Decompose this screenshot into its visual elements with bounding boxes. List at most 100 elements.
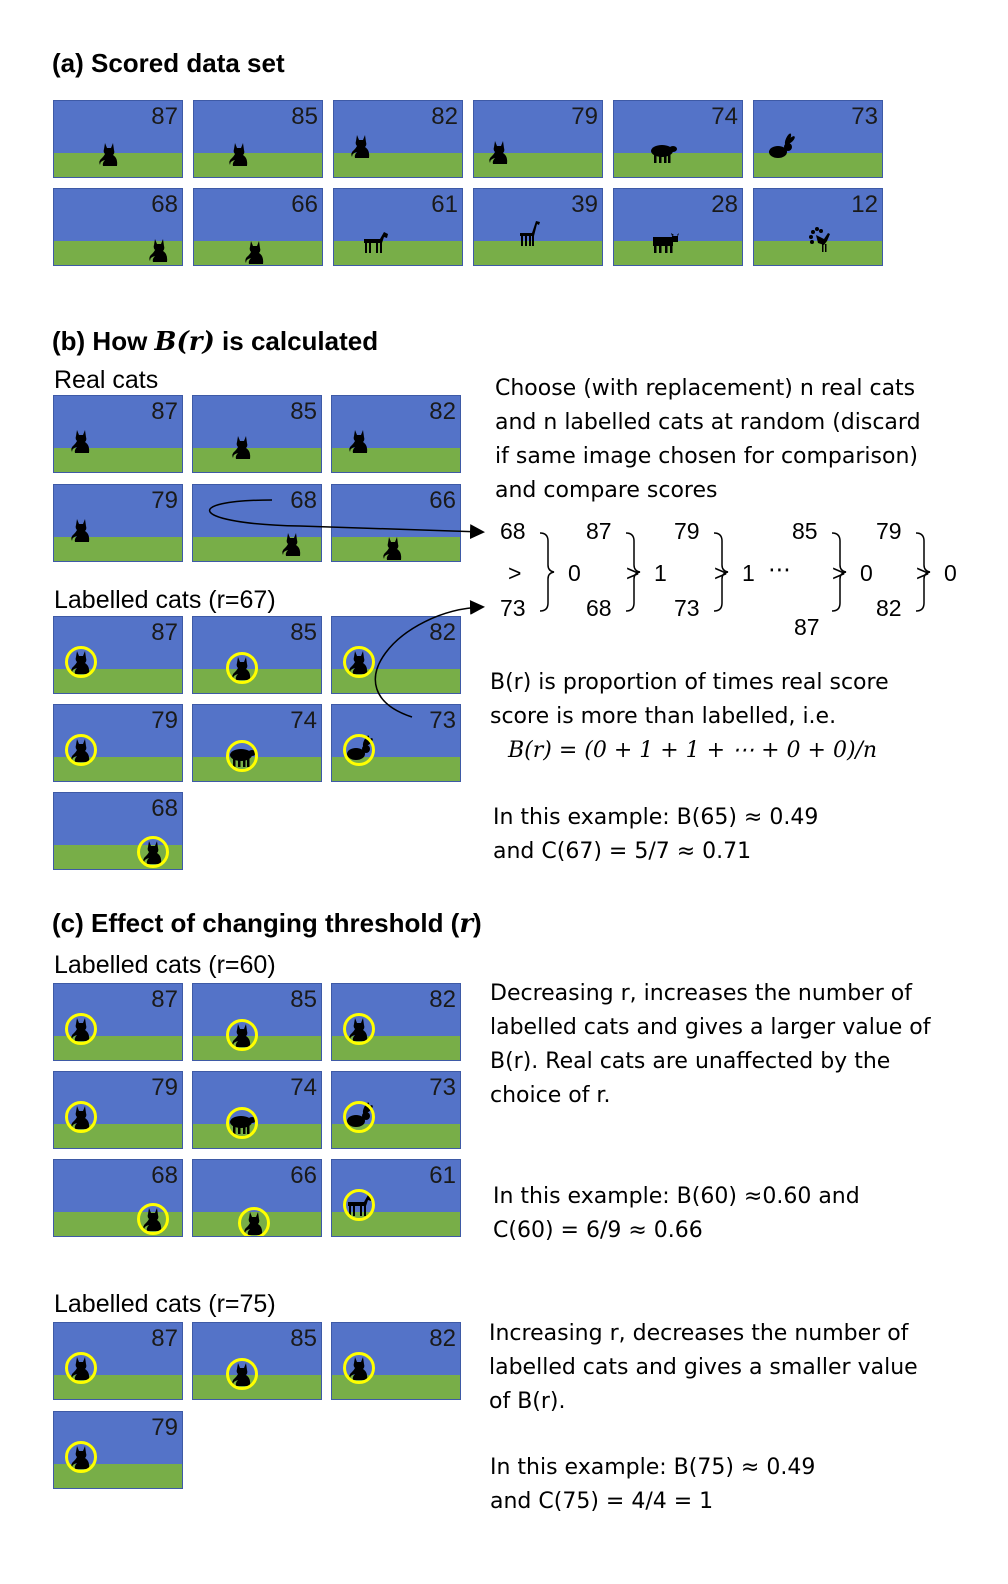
labelled-67-card: 82 — [331, 616, 461, 694]
cow-icon — [650, 227, 680, 257]
dataset-card: 73 — [753, 100, 883, 178]
score-label: 73 — [851, 103, 878, 130]
comparison-brackets — [539, 532, 931, 612]
label-ring — [65, 1441, 97, 1473]
compare-operator: > — [626, 560, 640, 586]
real-cat-card: 87 — [53, 395, 183, 473]
score-label: 85 — [291, 103, 318, 130]
ground — [194, 153, 322, 177]
score-label: 73 — [429, 707, 456, 734]
score-label: 87 — [151, 619, 178, 646]
dataset-card: 28 — [613, 188, 743, 266]
ground — [193, 448, 321, 472]
labelled-67-card: 68 — [53, 792, 183, 870]
labelled-cats-67-label: Labelled cats (r=67) — [54, 586, 276, 614]
score-label: 79 — [151, 487, 178, 514]
label-ring — [226, 1107, 258, 1139]
score-label: 82 — [429, 986, 456, 1013]
score-label: 74 — [290, 707, 317, 734]
rabbit-icon — [766, 133, 796, 163]
comparison-bracket — [831, 532, 847, 612]
score-label: 68 — [151, 795, 178, 822]
labelled-75-card: 82 — [331, 1322, 461, 1400]
cat-icon — [144, 235, 174, 265]
score-label: 73 — [429, 1074, 456, 1101]
compare-bottom-score: 82 — [876, 595, 902, 621]
choose-line-2: and n labelled cats at random (discard — [495, 410, 921, 435]
decreasing-paragraph: Decreasing r, increases the number of la… — [490, 977, 931, 1113]
label-ring — [343, 734, 375, 766]
compare-top-score: 79 — [674, 518, 700, 544]
real-cat-card: 79 — [53, 484, 183, 562]
horse-icon — [360, 227, 390, 257]
example-75-line-1: In this example: B(75) ≈ 0.49 — [490, 1455, 816, 1480]
peacock-icon — [806, 225, 836, 255]
score-label: 39 — [571, 191, 598, 218]
score-label: 82 — [431, 103, 458, 130]
dataset-card: 68 — [53, 188, 183, 266]
real-cat-card: 82 — [331, 395, 461, 473]
decreasing-line-3: B(r). Real cats are unaffected by the — [490, 1049, 891, 1074]
compare-top-score: 68 — [500, 518, 526, 544]
labelled-60-card: 82 — [331, 983, 461, 1061]
label-ring — [343, 1101, 375, 1133]
score-label: 85 — [290, 398, 317, 425]
labelled-60-card: 68 — [53, 1159, 183, 1237]
cat-icon — [484, 137, 514, 167]
label-ring — [343, 1352, 375, 1384]
labelled-67-card: 85 — [192, 616, 322, 694]
score-label: 61 — [429, 1162, 456, 1189]
example-60-line-2: C(60) = 6/9 ≈ 0.66 — [493, 1218, 703, 1243]
dataset-card: 85 — [193, 100, 323, 178]
ground — [334, 241, 462, 265]
label-ring — [343, 646, 375, 678]
cat-icon — [240, 237, 270, 265]
compare-operator: > — [714, 560, 728, 586]
labelled-67-card: 74 — [192, 704, 322, 782]
decreasing-line-1: Decreasing r, increases the number of — [490, 981, 912, 1006]
increasing-line-1: Increasing r, decreases the number of — [489, 1321, 909, 1346]
score-label: 66 — [429, 487, 456, 514]
dataset-card: 39 — [473, 188, 603, 266]
cat-icon — [224, 139, 254, 169]
label-ring — [65, 1101, 97, 1133]
label-ring — [226, 652, 258, 684]
labelled-67-card: 79 — [53, 704, 183, 782]
labelled-60-card: 85 — [192, 983, 322, 1061]
score-label: 85 — [290, 619, 317, 646]
labelled-75-card: 87 — [53, 1322, 183, 1400]
real-cat-card: 85 — [192, 395, 322, 473]
ground — [54, 153, 182, 177]
br-formula: B(r) = (0 + 1 + 1 + ⋯ + 0 + 0)/n — [508, 738, 878, 763]
ellipsis: ⋯ — [768, 556, 791, 582]
ground — [614, 241, 742, 265]
giraffe-icon — [514, 219, 544, 249]
sheep-icon — [648, 137, 678, 167]
labelled-60-card: 66 — [192, 1159, 322, 1237]
score-label: 61 — [431, 191, 458, 218]
compare-result: 0 — [860, 560, 873, 586]
score-label: 28 — [711, 191, 738, 218]
score-label: 87 — [151, 986, 178, 1013]
real-cat-card: 66 — [331, 484, 461, 562]
score-label: 79 — [151, 1074, 178, 1101]
dataset-card: 79 — [473, 100, 603, 178]
real-cat-card: 68 — [192, 484, 322, 562]
labelled-60-card: 73 — [331, 1071, 461, 1149]
compare-result: 1 — [742, 560, 755, 586]
compare-bottom-score: 73 — [674, 595, 700, 621]
comparison-bracket — [915, 532, 931, 612]
labelled-60-card: 79 — [53, 1071, 183, 1149]
label-ring — [137, 836, 169, 868]
dataset-card: 66 — [193, 188, 323, 266]
label-ring — [137, 1203, 169, 1235]
compare-result: 0 — [568, 560, 581, 586]
section-c-title: (c) Effect of changing threshold (r) — [52, 908, 482, 939]
compare-result: 0 — [944, 560, 957, 586]
cat-icon — [66, 515, 96, 545]
labelled-cats-75-label: Labelled cats (r=75) — [54, 1290, 276, 1318]
example-67-line-2: and C(67) = 5/7 ≈ 0.71 — [493, 839, 752, 864]
score-label: 79 — [571, 103, 598, 130]
br-def-line-1: B(r) is proportion of times real score — [490, 670, 889, 695]
